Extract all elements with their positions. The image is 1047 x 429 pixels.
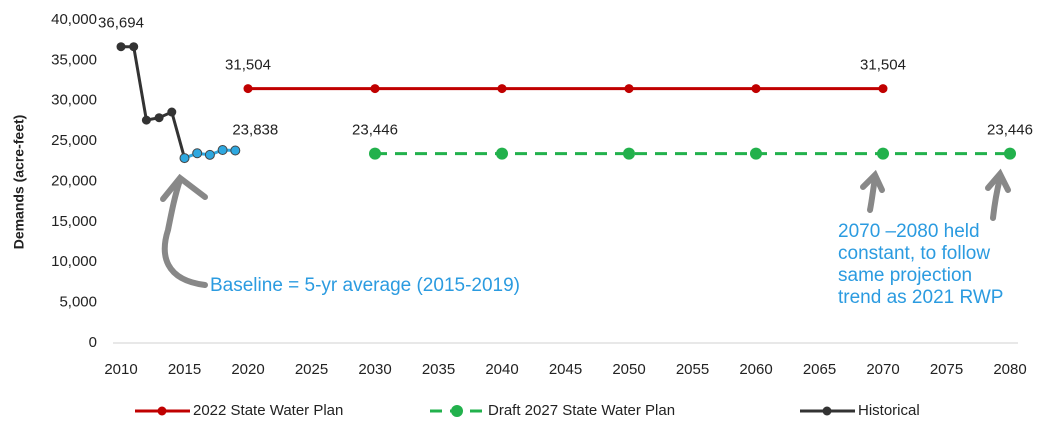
data-label: 23,838	[232, 121, 278, 138]
data-label: 31,504	[225, 57, 271, 74]
point	[204, 149, 215, 160]
arrow-head	[985, 168, 1011, 193]
arrows	[160, 168, 1011, 288]
point	[497, 84, 507, 94]
x-tick-label: 2015	[168, 361, 201, 378]
y-tick-label: 20,000	[51, 172, 97, 189]
arrow-head	[860, 169, 885, 193]
point	[129, 42, 139, 52]
annotation: Baseline = 5-yr average (2015-2019)	[210, 275, 520, 296]
arrow	[161, 177, 208, 288]
point	[116, 42, 126, 52]
legend-label: Draft 2027 State Water Plan	[488, 402, 675, 419]
annotation: 2070 –2080 held	[838, 221, 980, 242]
arrow	[990, 175, 1003, 221]
y-axis-label: Demands (acre-feet)	[11, 115, 27, 250]
point	[1004, 147, 1016, 160]
data-label: 23,446	[352, 122, 398, 139]
legend-marker	[822, 406, 832, 416]
point	[623, 147, 635, 160]
x-tick-label: 2065	[803, 361, 836, 378]
y-tick-label: 0	[89, 334, 97, 351]
y-tick-label: 10,000	[51, 253, 97, 270]
point	[750, 147, 762, 160]
legend-label: 2022 State Water Plan	[193, 402, 343, 419]
annotation: constant, to follow	[838, 243, 990, 264]
x-tick-label: 2030	[358, 361, 391, 378]
point	[370, 84, 380, 94]
point	[243, 84, 253, 94]
x-tick-label: 2020	[231, 361, 264, 378]
x-tick-label: 2050	[612, 361, 645, 378]
point	[154, 113, 164, 123]
x-tick-label: 2060	[739, 361, 772, 378]
arrow-head	[160, 173, 208, 202]
x-tick-label: 2080	[993, 361, 1026, 378]
annotation: same projection	[838, 265, 972, 286]
data-label: 36,694	[98, 15, 144, 32]
point	[369, 147, 381, 160]
point	[878, 84, 888, 94]
data-label: 23,446	[987, 122, 1033, 139]
x-tick-label: 2010	[104, 361, 137, 378]
data-label: 31,504	[860, 57, 906, 74]
y-tick-label: 15,000	[51, 213, 97, 230]
x-tick-label: 2040	[485, 361, 518, 378]
x-tick-label: 2055	[676, 361, 709, 378]
y-tick-label: 30,000	[51, 92, 97, 109]
series-line	[121, 45, 186, 159]
annotation: trend as 2021 RWP	[838, 287, 1003, 308]
point	[192, 148, 203, 159]
y-tick-label: 25,000	[51, 132, 97, 149]
x-tick-label: 2025	[295, 361, 328, 378]
point	[877, 147, 889, 160]
y-tick-label: 40,000	[51, 11, 97, 28]
point	[217, 145, 228, 156]
point	[496, 147, 508, 160]
point	[230, 145, 241, 156]
point	[179, 153, 190, 164]
y-tick-label: 5,000	[59, 294, 97, 311]
x-tick-label: 2045	[549, 361, 582, 378]
x-tick-label: 2070	[866, 361, 899, 378]
point	[141, 115, 151, 125]
point	[751, 84, 761, 94]
y-tick-label: 35,000	[51, 51, 97, 68]
legend-marker	[451, 405, 463, 417]
x-tick-label: 2035	[422, 361, 455, 378]
x-tick-label: 2075	[930, 361, 963, 378]
legend-marker	[157, 406, 167, 416]
point	[167, 107, 177, 117]
point	[624, 84, 634, 94]
legend-label: Historical	[858, 402, 920, 419]
